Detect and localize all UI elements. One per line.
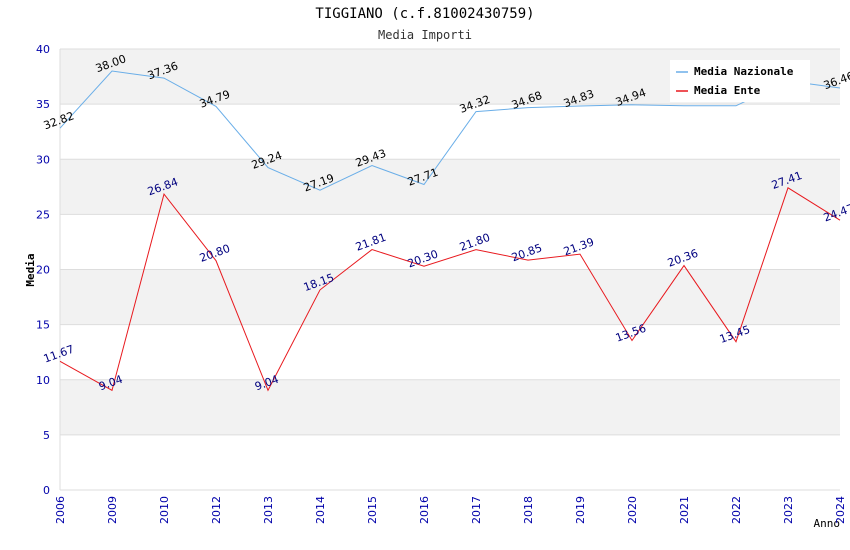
- data-label: 11.67: [42, 343, 76, 366]
- x-tick-label: 2019: [574, 496, 587, 524]
- series-line: [59, 70, 841, 191]
- x-tick-label: 2012: [210, 496, 223, 524]
- x-tick-label: 2017: [470, 496, 483, 524]
- x-tick-label: 2024: [834, 496, 847, 524]
- y-tick-label: 25: [36, 208, 50, 221]
- x-tick-label: 2020: [626, 496, 639, 524]
- background-band: [60, 379, 840, 435]
- x-axis-label: Anno: [814, 517, 841, 530]
- y-tick-label: 40: [36, 43, 50, 56]
- data-label: 13.56: [614, 322, 648, 345]
- data-label: 32.82: [42, 109, 76, 132]
- x-tick-label: 2010: [158, 496, 171, 524]
- legend-box: [670, 60, 810, 102]
- legend: Media Nazionale Media Ente: [670, 60, 810, 102]
- y-tick-label: 20: [36, 264, 50, 277]
- background-band: [60, 159, 840, 215]
- y-tick-label: 10: [36, 374, 50, 387]
- x-tick-label: 2006: [54, 496, 67, 524]
- data-label: 13.45: [718, 323, 752, 346]
- x-tick-label: 2023: [782, 496, 795, 524]
- data-label: 21.39: [562, 235, 596, 258]
- data-label: 20.30: [406, 247, 440, 270]
- background-bands: [60, 49, 840, 435]
- y-tick-label: 15: [36, 319, 50, 332]
- series-lines: [59, 70, 841, 392]
- data-label: 20.85: [510, 241, 544, 264]
- data-label: 20.80: [198, 242, 232, 265]
- y-tick-label: 35: [36, 98, 50, 111]
- y-tick-label: 5: [43, 429, 50, 442]
- x-tick-label: 2016: [418, 496, 431, 524]
- x-tick-label: 2015: [366, 496, 379, 524]
- x-tick-label: 2014: [314, 496, 327, 524]
- chart-subtitle: Media Importi: [378, 28, 472, 42]
- data-label: 20.36: [666, 247, 700, 270]
- x-axis-ticks: 2006 2009 2010 2012 2013 2014 2015 2016 2017 2018…: [54, 496, 847, 524]
- background-band: [60, 269, 840, 325]
- x-tick-label: 2013: [262, 496, 275, 524]
- x-tick-label: 2018: [522, 496, 535, 524]
- legend-label-media-ente: Media Ente: [694, 84, 761, 97]
- grid-lines: [59, 48, 840, 491]
- x-tick-label: 2009: [106, 496, 119, 524]
- y-axis-label: Media: [24, 253, 37, 286]
- legend-label-media-nazionale: Media Nazionale: [694, 65, 794, 78]
- y-tick-label: 0: [43, 484, 50, 497]
- x-tick-label: 2022: [730, 496, 743, 524]
- y-tick-label: 30: [36, 153, 50, 166]
- series-line: [59, 187, 841, 392]
- chart-title: TIGGIANO (c.f.81002430759): [315, 6, 534, 22]
- y-axis-ticks: 0 5 10 15 20 25 30 35 40: [36, 43, 50, 497]
- x-tick-label: 2021: [678, 496, 691, 524]
